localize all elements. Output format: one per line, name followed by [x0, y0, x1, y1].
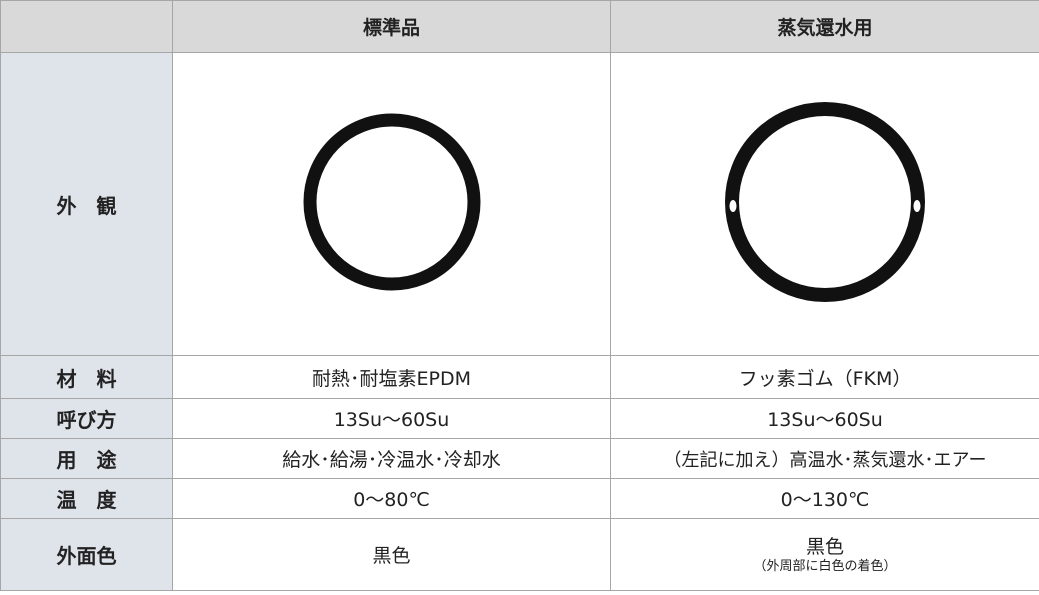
cell: 13Su～60Su: [610, 398, 1039, 439]
image-cell: [610, 52, 1039, 356]
table-row: 温 度 0～80℃ 0～130℃: [0, 478, 1039, 519]
cell: 13Su～60Su: [172, 398, 611, 439]
corner-cell: [0, 0, 173, 53]
cell-text: 黒色: [805, 536, 844, 558]
table-row: 呼び方 13Su～60Su 13Su～60Su: [0, 398, 1039, 439]
row-label: 外 観: [0, 52, 173, 356]
o-ring-image: [303, 113, 480, 291]
table-row: 材 料 耐熱･耐塩素EPDM フッ素ゴム（FKM）: [0, 355, 1039, 399]
cell: 耐熱･耐塩素EPDM: [172, 355, 611, 399]
o-ring: [303, 113, 480, 291]
column-header: 蒸気還水用: [610, 0, 1039, 53]
cell-note: （外周部に白色の着色）: [753, 559, 897, 574]
appearance-row: 外 観: [0, 52, 1039, 356]
column-header: 標準品: [172, 0, 611, 53]
white-mark: [913, 200, 921, 212]
cell: （左記に加え）高温水･蒸気還水･エアー: [610, 438, 1039, 479]
table-row: 外面色 黒色 黒色 （外周部に白色の着色）: [0, 518, 1039, 591]
table-row: 用 途 給水･給湯･冷温水･冷却水 （左記に加え）高温水･蒸気還水･エアー: [0, 438, 1039, 479]
row-label: 温 度: [0, 478, 173, 519]
cell: 0～80℃: [172, 478, 611, 519]
o-ring-image: [725, 102, 925, 302]
row-label: 材 料: [0, 355, 173, 399]
o-ring: [725, 102, 925, 302]
image-cell: [172, 52, 611, 356]
cell: 給水･給湯･冷温水･冷却水: [172, 438, 611, 479]
cell: 0～130℃: [610, 478, 1039, 519]
row-label: 用 途: [0, 438, 173, 479]
row-label: 外面色: [0, 518, 173, 591]
cell: 黒色: [172, 518, 611, 591]
header-row: 標準品 蒸気還水用: [0, 0, 1039, 53]
cell: 黒色 （外周部に白色の着色）: [610, 518, 1039, 591]
cell: フッ素ゴム（FKM）: [610, 355, 1039, 399]
white-mark: [729, 200, 737, 212]
row-label: 呼び方: [0, 398, 173, 439]
